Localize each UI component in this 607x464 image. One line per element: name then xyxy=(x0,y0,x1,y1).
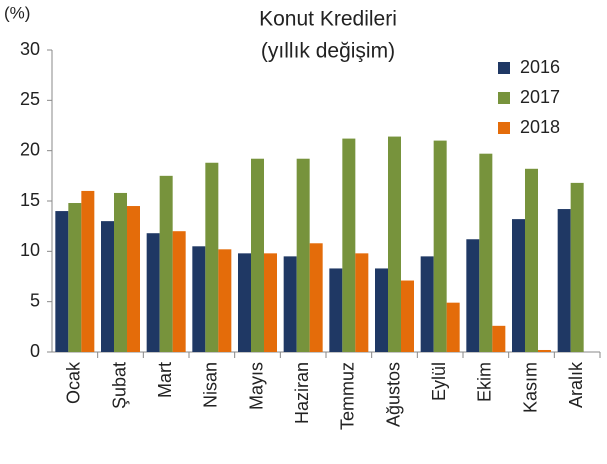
y-tick-label: 30 xyxy=(20,39,40,59)
bar xyxy=(205,162,219,352)
y-tick-label: 25 xyxy=(20,89,40,109)
bar xyxy=(570,182,584,352)
bar xyxy=(192,246,206,352)
x-tick-label: Aralık xyxy=(566,361,586,408)
legend-label: 2016 xyxy=(520,57,560,77)
y-tick-label: 0 xyxy=(30,341,40,361)
x-tick-label: Kasım xyxy=(520,362,540,413)
x-tick-label: Ağustos xyxy=(383,362,403,427)
bar xyxy=(512,219,525,352)
x-tick-label: Haziran xyxy=(292,362,312,424)
legend-swatch xyxy=(498,62,510,74)
x-tick-label: Temmuz xyxy=(338,362,358,430)
bar xyxy=(309,243,323,352)
bar xyxy=(172,231,186,352)
x-tick-label: Şubat xyxy=(109,362,129,409)
bar xyxy=(264,253,277,352)
x-tick-label: Mayıs xyxy=(246,362,266,410)
legend-label: 2017 xyxy=(520,87,560,107)
chart-title: Konut Kredileri xyxy=(259,8,397,31)
bar xyxy=(525,168,538,352)
bar xyxy=(55,211,69,352)
bar xyxy=(251,158,264,352)
x-tick-label: Nisan xyxy=(201,362,221,408)
bar xyxy=(375,268,388,352)
bar xyxy=(388,136,401,352)
bar xyxy=(492,325,506,352)
bar xyxy=(433,140,447,352)
y-tick-label: 20 xyxy=(20,139,40,159)
x-tick-label: Eylül xyxy=(429,362,449,401)
y-tick-label: 5 xyxy=(30,290,40,310)
bar xyxy=(283,256,297,352)
bar xyxy=(355,253,369,352)
legend-swatch xyxy=(498,92,510,104)
bar xyxy=(479,153,493,352)
chart-subtitle: (yıllık değişim) xyxy=(261,40,395,63)
legend-label: 2018 xyxy=(520,117,560,137)
bar xyxy=(238,253,251,352)
x-tick-label: Ocak xyxy=(64,361,84,404)
bar xyxy=(159,175,173,352)
bar xyxy=(114,192,127,352)
bar xyxy=(329,268,343,352)
bar xyxy=(101,221,114,352)
bar xyxy=(466,239,480,352)
bar xyxy=(557,209,571,352)
bar xyxy=(401,280,414,352)
bar xyxy=(296,158,310,352)
legend-swatch xyxy=(498,122,510,134)
bar xyxy=(127,206,140,352)
bar xyxy=(538,349,551,352)
x-tick-label: Mart xyxy=(155,362,175,398)
bar xyxy=(81,190,95,352)
bar xyxy=(342,138,356,352)
y-tick-label: 10 xyxy=(20,240,40,260)
y-tick-label: 15 xyxy=(20,190,40,210)
bar xyxy=(218,249,232,352)
y-axis-label: (%) xyxy=(4,3,30,22)
x-tick-label: Ekim xyxy=(475,362,495,402)
bar xyxy=(420,256,434,352)
bar xyxy=(446,302,460,352)
bar xyxy=(146,233,160,352)
bar xyxy=(68,203,82,352)
